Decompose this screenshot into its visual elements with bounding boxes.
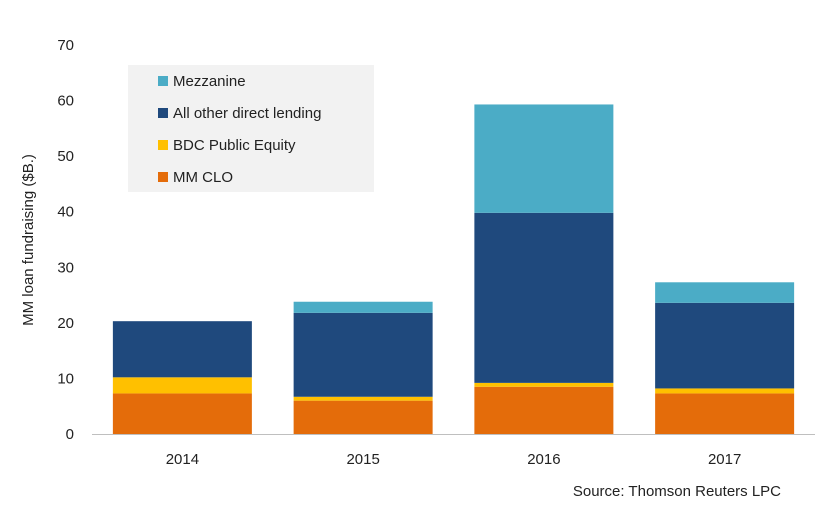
legend-label: BDC Public Equity — [173, 137, 296, 154]
y-tick-label: 10 — [57, 370, 74, 387]
y-axis-ticks: 0 10 20 30 40 50 60 70 — [57, 37, 74, 443]
bars — [112, 104, 795, 434]
bar-segment-2014-2 — [112, 321, 252, 378]
y-tick-label: 70 — [57, 37, 74, 54]
legend-swatch — [158, 172, 168, 182]
bar-segment-2016-0 — [474, 386, 614, 434]
bar-segment-2016-2 — [474, 212, 614, 383]
legend-label: All other direct lending — [173, 105, 321, 122]
x-tick-label: 2017 — [708, 451, 741, 468]
x-tick-label: 2014 — [166, 451, 199, 468]
bar-segment-2014-1 — [112, 377, 252, 394]
legend-label: Mezzanine — [173, 73, 246, 90]
y-tick-label: 0 — [66, 426, 74, 443]
legend-swatch — [158, 108, 168, 118]
legend-label: MM CLO — [173, 169, 233, 186]
bar-segment-2017-3 — [655, 282, 795, 303]
legend: Mezzanine All other direct lending BDC Pub… — [128, 65, 374, 192]
bar-segment-2015-2 — [293, 312, 433, 397]
source-note: Source: Thomson Reuters LPC — [572, 483, 781, 500]
bar-segment-2016-3 — [474, 104, 614, 213]
bar-segment-2015-1 — [293, 396, 433, 401]
y-tick-label: 60 — [57, 93, 74, 110]
y-axis-label: MM loan fundraising ($B.) — [20, 154, 37, 326]
x-tick-label: 2015 — [346, 451, 379, 468]
y-tick-label: 20 — [57, 315, 74, 332]
legend-swatch — [158, 76, 168, 86]
legend-swatch — [158, 140, 168, 150]
bar-segment-2016-1 — [474, 382, 614, 387]
x-tick-label: 2016 — [527, 451, 560, 468]
bar-segment-2017-2 — [655, 302, 795, 389]
bar-segment-2014-0 — [112, 393, 252, 434]
legend-box — [128, 65, 374, 192]
y-tick-label: 50 — [57, 148, 74, 165]
bar-segment-2015-3 — [293, 301, 433, 313]
y-tick-label: 30 — [57, 259, 74, 276]
bar-segment-2017-1 — [655, 388, 795, 394]
y-tick-label: 40 — [57, 204, 74, 221]
x-axis-ticks: 2014 2015 2016 2017 — [166, 451, 742, 468]
bar-segment-2015-0 — [293, 400, 433, 434]
bar-segment-2017-0 — [655, 393, 795, 434]
